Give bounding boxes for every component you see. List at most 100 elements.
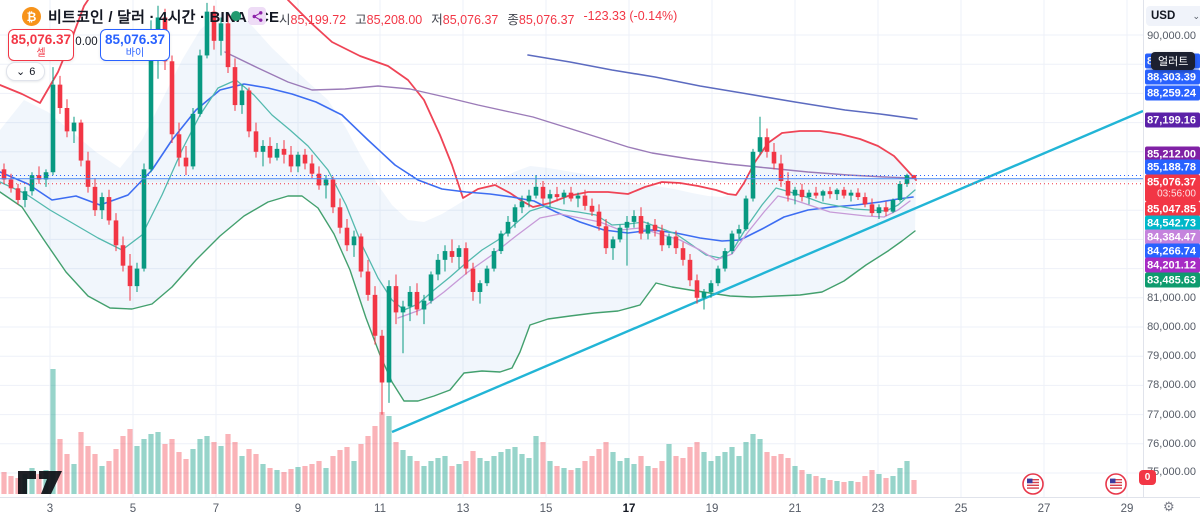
price-chip[interactable]: 84,542.73 [1145,215,1200,231]
price-chip[interactable]: 88,259.24 [1145,85,1200,101]
price-chip[interactable]: 85,047.85 [1145,201,1200,217]
time-axis-label: 9 [294,503,302,515]
price-chip[interactable]: 85,212.00 [1145,146,1200,162]
candle-body [50,84,56,173]
candle-body [323,179,329,186]
axis-settings-gear-icon[interactable]: ⚙ [1163,499,1175,514]
volume-bar [365,436,371,494]
candle-body [246,90,252,132]
time-axis-label: 21 [788,503,802,515]
alert-count-badge[interactable]: 0 [1139,470,1156,485]
price-chip[interactable]: 83,485.63 [1145,272,1200,288]
volume-bar [190,449,196,494]
candle-body [64,108,70,132]
volume-bar [148,434,154,494]
candle-body [470,268,476,292]
volume-bar [204,436,210,494]
economic-event-us-flag-icon[interactable] [1022,473,1044,495]
candle-body [106,197,112,221]
price-chip[interactable]: 84,201.12 [1145,257,1200,273]
volume-bar [687,447,693,494]
candle-body [190,113,196,167]
price-chip[interactable]: 84,266.74 [1145,243,1200,259]
bollinger-band-fill [0,10,916,401]
share-icon[interactable] [248,7,266,25]
candle-body [694,280,700,298]
time-axis-label: 15 [539,503,553,515]
high-label: 고 [355,13,367,27]
price-chip[interactable]: 87,199.16 [1145,112,1200,128]
volume-bar [806,474,812,494]
volume-bar [323,468,329,494]
symbol-title[interactable]: 비트코인 / 달러 · 4시간 · BINANCE [48,9,280,26]
candle-body [666,236,672,246]
volume-bar [407,456,413,494]
volume-bar [673,456,679,494]
price-chip[interactable]: 85,076.37 03:56:00 [1145,174,1200,202]
candle-body [29,175,35,192]
candle-body [330,179,336,208]
candle-body [351,236,357,246]
volume-bar [71,464,77,494]
volume-bar [498,452,504,494]
candle-body [316,173,322,186]
volume-bar [211,442,217,494]
candle-body [309,163,315,174]
candle-body [302,154,308,164]
time-axis[interactable]: 3 5 7 9 11 13 15 17 19 21 23 25 27 29 [0,497,1200,523]
candle-body [631,216,637,222]
trend-line[interactable] [391,109,1144,434]
candle-body [295,154,301,167]
volume-bar [519,454,525,494]
volume-bar [372,426,378,494]
price-chip[interactable]: 88,303.39 [1145,69,1200,85]
candle-body [15,188,21,200]
candle-body [897,183,903,200]
volume-bar [470,451,476,494]
candle-body [862,197,868,205]
ma-blue [0,83,914,242]
price-chip[interactable]: 84,384.47 [1145,229,1200,245]
sell-button[interactable]: 85,076.37 셀 [8,29,74,61]
candle-body [869,204,875,214]
economic-event-us-flag-icon[interactable] [1105,473,1127,495]
ma-red-left [0,0,89,104]
volume-bar [575,468,581,494]
candle-body [435,259,441,275]
candle-body [183,157,189,167]
candle-body [85,160,91,187]
indicators-collapse-button[interactable]: ⌄ 6 [6,62,46,81]
candle-body [428,274,434,301]
price-axis-label: 81,000.00 [1147,292,1196,304]
volume-bar [316,461,322,494]
candle-body [358,236,364,272]
volume-bar [512,447,518,494]
ma-red [287,0,917,208]
currency-selector[interactable]: USD ⌄ [1146,6,1200,26]
candle-body [57,84,63,108]
volume-bar [638,456,644,494]
volume-bar [631,464,637,494]
price-chip[interactable]: 85,188.78 [1145,159,1200,175]
volume-bar [484,461,490,494]
candle-body [442,251,448,260]
candle-body [211,11,217,41]
symbol-header[interactable]: ₿ 비트코인 / 달러 · 4시간 · BINANCE [22,6,279,27]
candle-body [617,227,623,240]
tradingview-logo[interactable] [10,463,70,501]
volume-bar [876,474,882,494]
volume-bar [568,470,574,494]
buy-button[interactable]: 85,076.37 바이 [100,29,170,61]
time-axis-label: 17 [622,503,636,515]
volume-bar [778,454,784,494]
volume-bar [155,432,161,494]
candle-body [288,154,294,167]
price-axis[interactable]: 90,000.0088,000.0087,000.0081,000.0080,0… [1143,0,1200,497]
time-axis-label: 27 [1037,503,1051,515]
change-value: -123.33 (-0.14%) [583,9,678,23]
volume-bar [477,458,483,494]
candle-body [701,291,707,298]
volume-bar [855,482,861,494]
price-axis-label: 76,000.00 [1147,438,1196,450]
